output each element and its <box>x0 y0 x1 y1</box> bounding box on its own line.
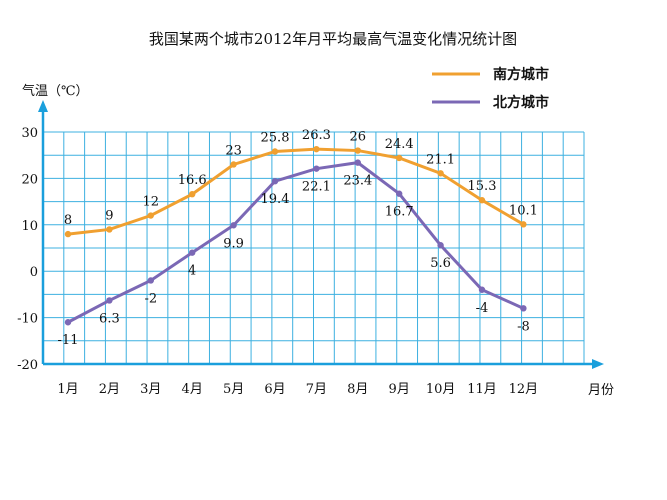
x-tick-label: 3月 <box>140 382 161 397</box>
data-label: -4 <box>476 301 489 316</box>
data-point <box>147 212 154 219</box>
y-axis-arrow <box>38 100 48 112</box>
data-point <box>106 226 113 233</box>
series-north: -11 6.3 -2 4 9.9 19.4 22.1 23.4 16.7 5.6 -4 -8 <box>58 159 530 348</box>
data-label: 5.6 <box>430 256 451 271</box>
tick-labels: 30 20 10 0 -10 -20 1月 2月 3月 4月 5月 6月 7月 8月 9月 10月 11月 12月 <box>17 126 538 397</box>
series-layer: 8 9 12 16.6 23 25.8 26.3 26 24.4 21.1 15.3 10.1 -11 6… <box>58 128 538 348</box>
data-label: 15.3 <box>468 179 497 194</box>
data-point <box>313 165 320 172</box>
data-point <box>147 277 154 284</box>
chart-title: 我国某两个城市2012年月平均最高气温变化情况统计图 <box>149 30 517 48</box>
data-point <box>520 305 527 312</box>
x-tick-label: 4月 <box>182 382 203 397</box>
data-point <box>396 190 403 197</box>
y-axis-label: 气温（℃） <box>22 83 89 99</box>
data-point <box>437 242 444 249</box>
series-line <box>67 161 525 324</box>
x-tick-label: 9月 <box>389 382 410 397</box>
y-tick-label: 30 <box>21 126 38 141</box>
data-label: 24.4 <box>385 137 414 152</box>
data-label: 8 <box>64 213 72 228</box>
series-line <box>67 147 525 236</box>
x-tick-label: 1月 <box>57 382 78 397</box>
data-label: 23.4 <box>343 174 372 189</box>
data-label: 16.7 <box>385 205 414 220</box>
x-tick-label: 11月 <box>467 382 497 397</box>
data-point <box>64 319 72 326</box>
data-label: 4 <box>188 264 196 279</box>
data-point <box>189 190 196 198</box>
data-label: 26.3 <box>302 128 331 143</box>
data-label: 9 <box>105 208 113 223</box>
data-point <box>271 148 279 155</box>
legend-label: 南方城市 <box>493 66 549 83</box>
data-point <box>64 230 72 238</box>
data-point <box>189 249 196 256</box>
data-point <box>230 161 237 168</box>
y-tick-label: 20 <box>21 172 38 187</box>
data-label: -8 <box>517 319 530 334</box>
data-point <box>106 297 113 304</box>
data-point <box>437 170 444 177</box>
data-point <box>313 145 320 153</box>
x-tick-label: 10月 <box>426 382 456 397</box>
data-point <box>354 147 361 154</box>
data-label: -11 <box>58 333 79 348</box>
x-axis-arrow <box>592 359 604 369</box>
grid <box>42 131 585 365</box>
data-label: 22.1 <box>302 180 331 195</box>
y-tick-label: 0 <box>30 265 38 280</box>
data-label: 6.3 <box>99 311 120 326</box>
x-tick-label: 6月 <box>264 382 285 397</box>
y-tick-label: -10 <box>17 312 38 327</box>
x-tick-label: 2月 <box>99 382 120 397</box>
data-point <box>271 177 279 185</box>
legend-label: 北方城市 <box>493 94 549 111</box>
x-tick-label: 7月 <box>306 382 327 397</box>
data-point <box>478 197 486 204</box>
data-point <box>230 222 237 229</box>
data-label: 25.8 <box>261 130 290 145</box>
x-tick-label: 12月 <box>509 382 539 397</box>
data-label: 21.1 <box>426 152 455 167</box>
x-axis-label: 月份 <box>588 383 614 398</box>
data-label: -2 <box>144 291 157 306</box>
data-label: 9.9 <box>223 236 244 251</box>
data-label: 12 <box>143 195 160 210</box>
data-point <box>396 154 403 162</box>
y-tick-label: -20 <box>17 358 38 373</box>
x-tick-label: 8月 <box>347 382 368 397</box>
series-south: 8 9 12 16.6 23 25.8 26.3 26 24.4 21.1 15.3 10.1 <box>64 128 538 238</box>
data-label: 26 <box>350 130 367 145</box>
data-label: 23 <box>225 143 242 158</box>
x-tick-label: 5月 <box>223 382 244 397</box>
data-point <box>478 286 486 293</box>
data-label: 19.4 <box>261 192 290 207</box>
data-label: 16.6 <box>178 173 207 188</box>
data-point <box>354 159 361 166</box>
axes <box>38 100 604 369</box>
y-tick-label: 10 <box>21 219 38 234</box>
data-label: 10.1 <box>509 203 538 218</box>
data-point <box>520 221 527 228</box>
